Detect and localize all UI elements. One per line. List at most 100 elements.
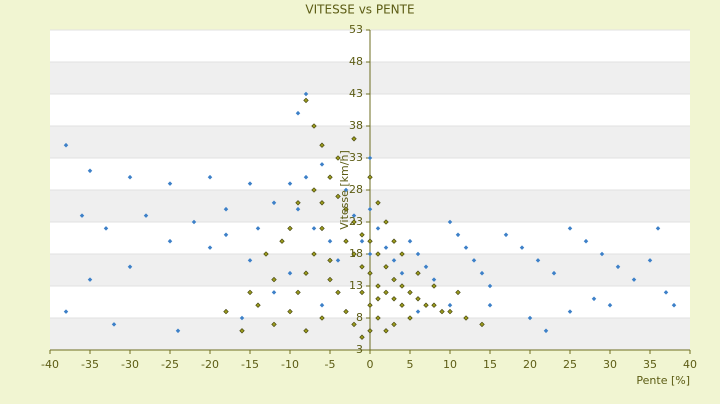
- y-tick-label: 48: [349, 55, 363, 68]
- scatter-point: [343, 238, 349, 244]
- scatter-point: [351, 321, 357, 328]
- scatter-point: [335, 258, 341, 263]
- scatter-point: [303, 328, 309, 334]
- scatter-point: [479, 270, 485, 276]
- scatter-point: [367, 270, 373, 276]
- scatter-point: [383, 289, 389, 296]
- scatter-point: [295, 200, 301, 206]
- scatter-point: [87, 168, 93, 174]
- scatter-point: [543, 328, 549, 334]
- scatter-point: [439, 308, 445, 315]
- scatter-point: [415, 270, 421, 276]
- scatter-point: [303, 174, 309, 180]
- x-axis-label: Pente [%]: [636, 374, 690, 387]
- x-tick-label: 35: [643, 358, 657, 371]
- scatter-point: [127, 264, 133, 270]
- scatter-point: [375, 200, 381, 206]
- scatter-point: [663, 290, 669, 295]
- scatter-point: [263, 251, 269, 257]
- scatter-point: [431, 283, 437, 289]
- scatter-point: [319, 315, 325, 321]
- scatter-point: [375, 283, 381, 289]
- x-tick-label: -30: [121, 358, 139, 371]
- scatter-point: [455, 289, 461, 296]
- scatter-point: [303, 270, 309, 276]
- scatter-point: [359, 289, 365, 296]
- x-tick-label: -10: [281, 358, 299, 371]
- scatter-point: [631, 277, 637, 282]
- scatter-point: [367, 302, 373, 308]
- x-tick-label: 0: [367, 358, 374, 371]
- x-tick-label: -20: [201, 358, 219, 371]
- x-tick-label: 25: [563, 358, 577, 371]
- scatter-point: [367, 238, 373, 244]
- scatter-point: [271, 290, 277, 295]
- scatter-point: [287, 308, 293, 315]
- scatter-point: [319, 200, 325, 206]
- scatter-point: [247, 258, 253, 263]
- scatter-point: [407, 238, 413, 244]
- scatter-point: [63, 142, 69, 148]
- scatter-point: [311, 226, 317, 231]
- scatter-point: [239, 328, 245, 334]
- scatter-point: [391, 258, 397, 263]
- scatter-point: [447, 308, 453, 315]
- scatter-point: [407, 289, 413, 296]
- y-axis-label: Vitesse [km/h]: [338, 150, 351, 230]
- scatter-point: [319, 302, 325, 308]
- scatter-point: [303, 97, 309, 104]
- scatter-point: [351, 136, 357, 142]
- scatter-point: [247, 289, 253, 296]
- scatter-point: [295, 289, 301, 296]
- y-tick-label: 43: [349, 87, 363, 100]
- x-tick-label: -5: [325, 358, 336, 371]
- scatter-point: [423, 264, 429, 270]
- scatter-point: [479, 321, 485, 328]
- scatter-point: [399, 270, 405, 276]
- y-tick-label: 3: [356, 343, 363, 356]
- y-tick-label: 33: [349, 151, 363, 164]
- scatter-point: [415, 309, 421, 314]
- x-tick-label: -25: [161, 358, 179, 371]
- scatter-point: [359, 264, 365, 270]
- scatter-point: [407, 315, 413, 321]
- scatter-point: [279, 238, 285, 244]
- scatter-point: [423, 302, 429, 308]
- x-tick-label: -40: [41, 358, 59, 371]
- y-tick-label: 13: [349, 279, 363, 292]
- scatter-point: [343, 206, 349, 212]
- scatter-point: [567, 309, 573, 314]
- scatter-point: [223, 308, 229, 315]
- scatter-point: [591, 296, 597, 302]
- x-tick-label: 10: [443, 358, 457, 371]
- scatter-point: [615, 264, 621, 270]
- x-tick-label: -35: [81, 358, 99, 371]
- scatter-point: [327, 276, 333, 283]
- scatter-point: [431, 302, 437, 308]
- scatter-point: [255, 226, 261, 231]
- scatter-point: [335, 289, 341, 296]
- y-tick-label: 28: [349, 183, 363, 196]
- scatter-point: [375, 251, 381, 257]
- scatter-point: [343, 308, 349, 315]
- scatter-point: [647, 258, 653, 263]
- scatter-point: [295, 206, 301, 212]
- x-tick-label: 40: [683, 358, 697, 371]
- scatter-point: [391, 321, 397, 328]
- scatter-point: [551, 270, 557, 276]
- scatter-point: [399, 283, 405, 289]
- scatter-point: [255, 302, 261, 308]
- x-tick-label: 15: [483, 358, 497, 371]
- scatter-point: [375, 296, 381, 302]
- scatter-point: [367, 174, 373, 180]
- scatter-point: [391, 296, 397, 302]
- scatter-point: [383, 219, 389, 225]
- x-tick-label: -15: [241, 358, 259, 371]
- scatter-point: [471, 258, 477, 263]
- y-tick-label: 38: [349, 119, 363, 132]
- y-tick-label: 53: [349, 23, 363, 36]
- scatter-point: [327, 174, 333, 180]
- scatter-point: [311, 187, 317, 193]
- x-tick-label: 20: [523, 358, 537, 371]
- x-tick-label: 30: [603, 358, 617, 371]
